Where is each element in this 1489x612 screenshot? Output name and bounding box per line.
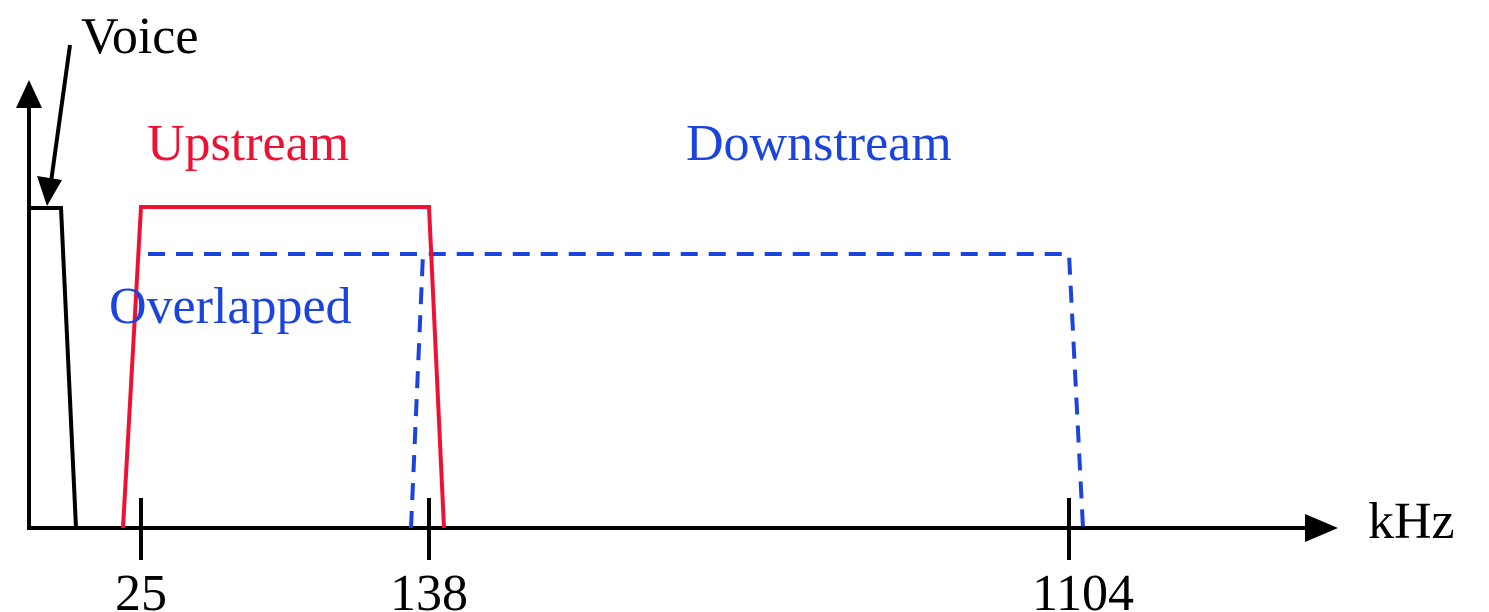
x-axis-arrowhead: [1305, 514, 1338, 542]
voice-label: Voice: [81, 8, 198, 65]
axes: [27, 100, 1310, 530]
upstream-label: Upstream: [147, 115, 349, 172]
voice-pointer-arrowhead: [37, 176, 62, 206]
voice-pointer-arrow-shaft: [49, 44, 72, 183]
tick-marks: [139, 498, 1071, 560]
voice-band-shape: [29, 206, 78, 529]
y-axis-arrowhead: [16, 80, 42, 108]
overlapped-label: Overlapped: [109, 278, 352, 335]
tick-label-25: 25: [115, 565, 167, 612]
x-axis-unit-label: kHz: [1368, 493, 1455, 550]
tick-label-138: 138: [390, 565, 468, 612]
downstream-band-shape: [409, 252, 1085, 529]
upstream-band-shape: [121, 205, 446, 529]
downstream-label: Downstream: [686, 115, 952, 172]
tick-label-1104: 1104: [1032, 565, 1134, 612]
